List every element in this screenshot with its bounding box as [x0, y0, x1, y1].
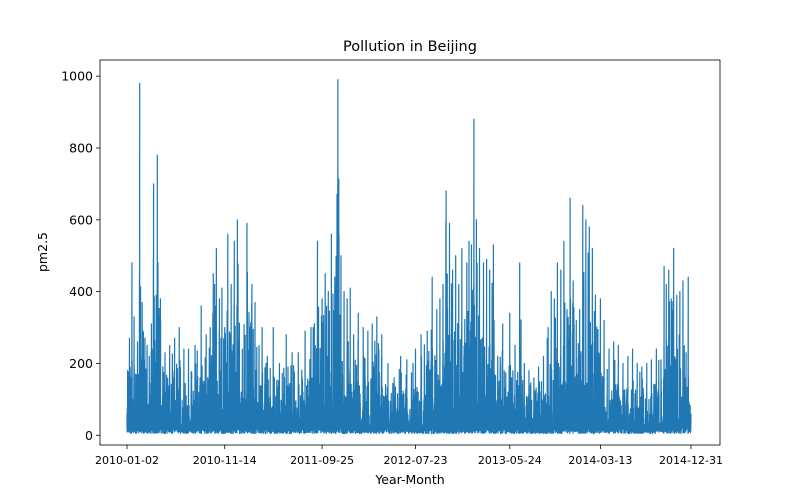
x-tick-label-4: 2013-05-24 [478, 454, 542, 467]
y-tick-label-5: 1000 [61, 69, 93, 84]
y-tick-label-1: 200 [69, 356, 93, 371]
x-tick-label-0: 2010-01-02 [95, 454, 159, 467]
x-tick-label-5: 2014-03-13 [568, 454, 632, 467]
y-tick-label-0: 0 [85, 428, 93, 443]
x-axis: 2010-01-02 2010-11-14 2011-09-25 2012-07-23… [95, 445, 723, 467]
x-axis-label: Year-Month [374, 472, 444, 487]
x-tick-label-1: 2010-11-14 [193, 454, 257, 467]
series-line-0 [126, 79, 692, 435]
y-tick-label-3: 600 [69, 212, 93, 227]
chart-title: Pollution in Beijing [343, 39, 477, 55]
y-axis: 0 200 400 600 800 1000 [61, 69, 100, 443]
plot-frame [99, 59, 721, 446]
y-tick-label-4: 800 [69, 140, 93, 155]
x-tick-label-6: 2014-12-31 [659, 454, 723, 467]
series-layer [126, 79, 692, 435]
y-tick-label-2: 400 [69, 284, 93, 299]
x-tick-label-3: 2012-07-23 [384, 454, 448, 467]
x-tick-label-2: 2011-09-25 [290, 454, 354, 467]
y-axis-label: pm2.5 [35, 232, 50, 272]
